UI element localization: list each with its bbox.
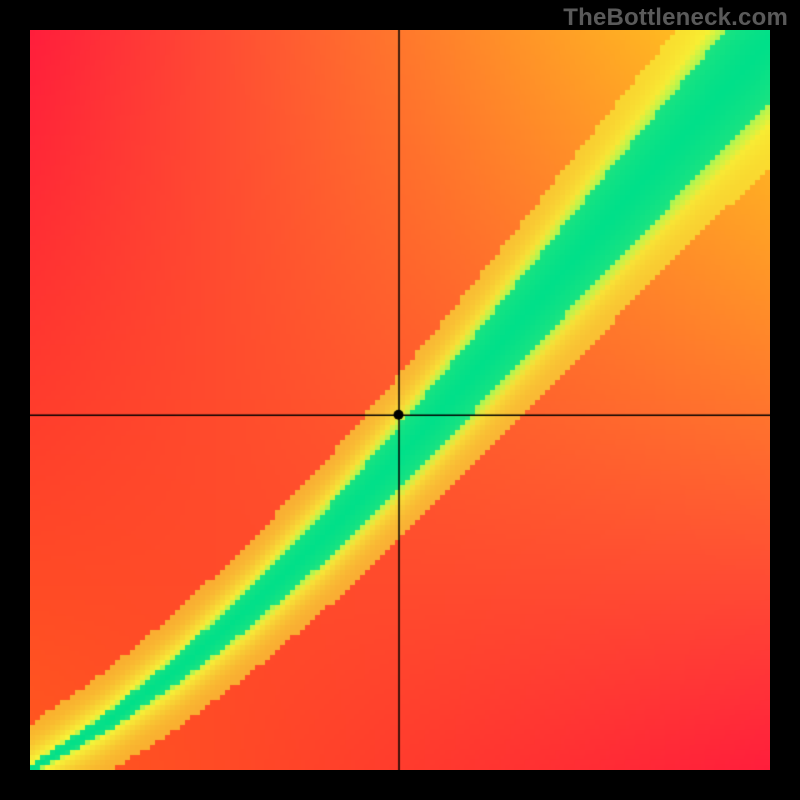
chart-container: { "watermark": { "text": "TheBottleneck.… — [0, 0, 800, 800]
watermark-text: TheBottleneck.com — [563, 4, 788, 32]
bottleneck-heatmap — [30, 30, 770, 770]
